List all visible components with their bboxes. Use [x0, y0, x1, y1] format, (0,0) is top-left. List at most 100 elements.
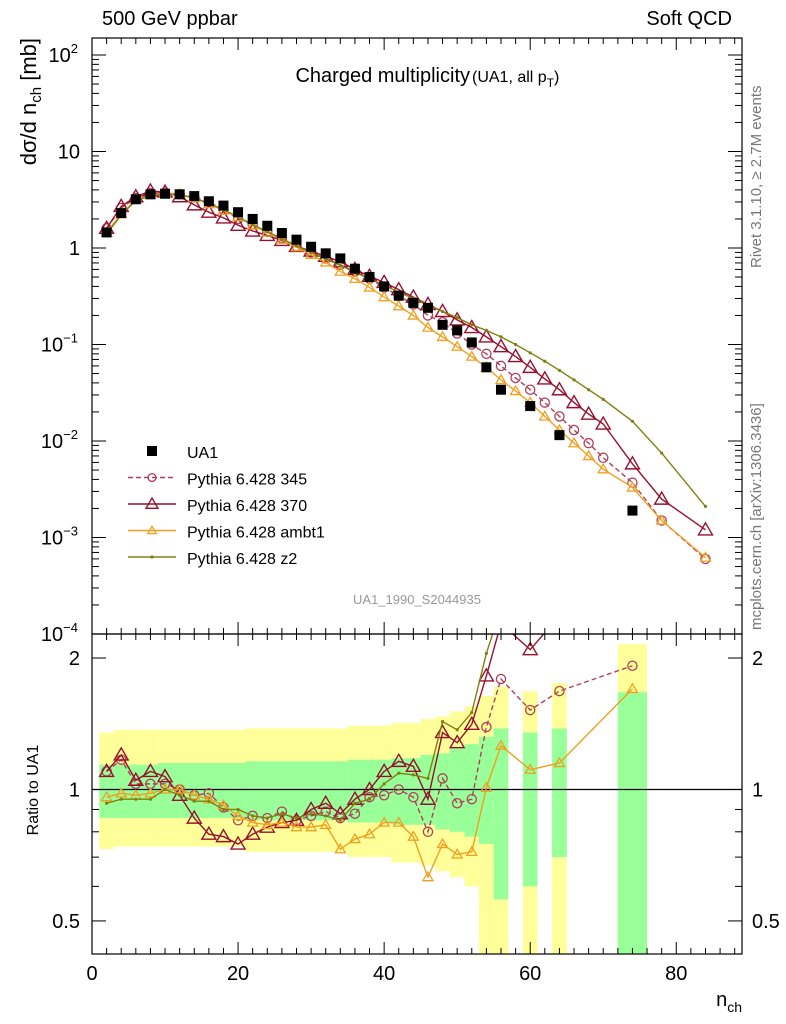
main-panel-frame [91, 37, 743, 635]
data-point [627, 660, 638, 672]
ratio-y-tick-label-right: 0.5 [752, 911, 780, 933]
data-point [144, 496, 160, 509]
data-point [521, 641, 539, 656]
data-point [127, 771, 145, 786]
data-point [572, 378, 576, 382]
ratio-y-tick-label: 1 [69, 779, 80, 801]
data-point [146, 524, 158, 535]
data-point [236, 807, 240, 812]
x-tick-label: 0 [86, 963, 97, 985]
data-point [173, 783, 186, 794]
data-point [134, 797, 138, 801]
data-point [116, 208, 127, 219]
data-point [481, 721, 492, 733]
data-point [246, 816, 259, 827]
data-point [494, 739, 508, 750]
y-tick-label: 10−4 [41, 620, 78, 646]
data-point [495, 360, 507, 372]
y-tick-label: 102 [49, 41, 78, 67]
data-point [319, 818, 332, 830]
data-point [382, 782, 386, 786]
data-point [451, 797, 463, 809]
data-point [147, 472, 157, 483]
series-line [106, 688, 633, 879]
data-point [364, 791, 375, 803]
data-point [160, 188, 171, 199]
data-point [221, 807, 226, 812]
data-point [655, 514, 668, 525]
data-point [393, 784, 404, 795]
data-point [538, 410, 551, 421]
ratio-panel-frame [91, 633, 743, 955]
data-point [528, 351, 532, 355]
data-point [112, 746, 130, 761]
data-point [697, 521, 714, 536]
data-point [392, 816, 405, 827]
uncertainty-band-inner [464, 744, 480, 837]
data-point [630, 419, 635, 423]
x-tick-label: 40 [373, 963, 395, 985]
data-point [470, 323, 474, 327]
data-point [200, 203, 218, 218]
data-point [494, 373, 508, 385]
data-point [595, 415, 612, 430]
series-ua1 [101, 188, 638, 516]
y-tick-label: 10 [58, 141, 80, 163]
data-point [465, 845, 478, 857]
data-point [115, 787, 128, 798]
data-point [509, 384, 522, 396]
data-point [463, 715, 480, 731]
data-point [334, 842, 347, 854]
data-point [275, 816, 289, 827]
data-point [148, 797, 153, 801]
data-point [448, 734, 466, 749]
data-point [495, 384, 506, 395]
data-point [156, 768, 174, 783]
data-point [375, 763, 393, 778]
legend-item: Pythia 6.428 370 [128, 496, 307, 515]
data-point [273, 231, 291, 247]
data-point [145, 189, 156, 200]
data-point [338, 818, 342, 822]
data-point [626, 682, 639, 694]
data-point [158, 783, 172, 794]
data-point [348, 272, 362, 284]
data-point [244, 825, 261, 840]
x-tick-label: 80 [665, 963, 687, 985]
data-point [393, 290, 404, 301]
data-point [306, 241, 317, 252]
data-point [273, 814, 291, 829]
data-point [361, 781, 378, 796]
x-axis-label: nch [716, 989, 742, 1015]
data-point [200, 825, 218, 840]
data-point [147, 446, 157, 456]
data-point [378, 290, 391, 302]
x-ticks [91, 38, 736, 954]
data-point [470, 710, 474, 715]
data-point [233, 207, 244, 218]
data-point [231, 809, 245, 821]
data-point [408, 791, 419, 803]
data-point [597, 452, 609, 464]
data-point [364, 272, 375, 283]
data-point [363, 281, 376, 292]
data-point [624, 455, 641, 470]
uncertainty-band-inner [493, 728, 509, 900]
data-point [100, 790, 113, 802]
uncertainty-band-inner [391, 758, 421, 825]
ratio-y-tick-label: 2 [69, 648, 80, 670]
data-point [119, 797, 123, 801]
data-point [495, 673, 507, 685]
data-point [426, 776, 430, 781]
legend-item: Pythia 6.428 345 [128, 472, 307, 489]
y-axis-label: dσ/d nch [mb] [16, 38, 45, 165]
watermark: UA1_1990_S2044935 [353, 592, 481, 607]
data-point [207, 799, 211, 803]
legend-label: Pythia 6.428 370 [187, 498, 307, 515]
legend-item: Pythia 6.428 ambt1 [128, 525, 325, 542]
data-point [434, 724, 451, 739]
data-point [524, 763, 537, 774]
data-point [700, 553, 711, 565]
legend-item: UA1 [147, 445, 218, 462]
data-point [422, 826, 434, 838]
